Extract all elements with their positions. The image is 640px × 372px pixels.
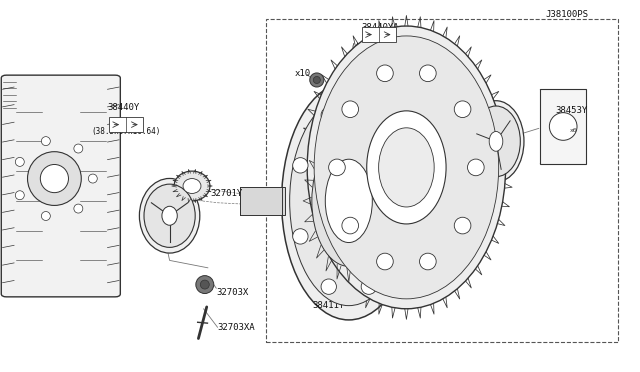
Bar xyxy=(540,89,586,164)
Ellipse shape xyxy=(310,73,324,87)
Ellipse shape xyxy=(292,229,308,244)
Ellipse shape xyxy=(379,128,434,207)
Ellipse shape xyxy=(40,164,68,193)
Ellipse shape xyxy=(88,174,97,183)
Ellipse shape xyxy=(74,204,83,213)
Ellipse shape xyxy=(489,131,503,151)
Ellipse shape xyxy=(472,106,520,177)
Text: 32701Y: 32701Y xyxy=(210,189,242,198)
Text: 32703XA: 32703XA xyxy=(218,323,255,332)
Ellipse shape xyxy=(196,276,214,294)
Ellipse shape xyxy=(307,26,506,309)
Ellipse shape xyxy=(321,279,337,294)
Ellipse shape xyxy=(15,191,24,200)
Ellipse shape xyxy=(390,229,405,244)
Text: x10: x10 xyxy=(294,69,310,78)
Ellipse shape xyxy=(42,137,51,145)
Bar xyxy=(240,187,285,215)
Ellipse shape xyxy=(321,108,337,123)
Ellipse shape xyxy=(376,65,393,81)
Ellipse shape xyxy=(140,179,200,253)
Text: (45x75x19.60): (45x75x19.60) xyxy=(350,43,410,52)
Ellipse shape xyxy=(420,253,436,270)
Ellipse shape xyxy=(183,179,201,193)
Ellipse shape xyxy=(454,217,471,234)
Ellipse shape xyxy=(162,206,177,225)
Ellipse shape xyxy=(361,108,376,123)
Ellipse shape xyxy=(200,280,209,289)
Text: 38453Y: 38453Y xyxy=(556,106,588,115)
Ellipse shape xyxy=(549,113,577,140)
FancyBboxPatch shape xyxy=(1,75,120,297)
Ellipse shape xyxy=(290,96,408,306)
Ellipse shape xyxy=(376,253,393,270)
Ellipse shape xyxy=(15,157,24,166)
Bar xyxy=(109,117,143,132)
Text: 32703X: 32703X xyxy=(216,288,248,297)
Ellipse shape xyxy=(282,82,416,320)
Ellipse shape xyxy=(314,77,321,83)
Text: J38100PS: J38100PS xyxy=(545,10,588,19)
Ellipse shape xyxy=(390,158,405,173)
Ellipse shape xyxy=(468,101,524,182)
Text: 38440YA: 38440YA xyxy=(362,23,399,32)
Ellipse shape xyxy=(312,135,386,266)
Ellipse shape xyxy=(325,159,372,243)
Ellipse shape xyxy=(174,171,210,201)
Text: 38411Y: 38411Y xyxy=(312,301,344,310)
Ellipse shape xyxy=(454,101,471,118)
Ellipse shape xyxy=(342,217,358,234)
Bar xyxy=(362,27,396,42)
Text: 38440Y: 38440Y xyxy=(108,103,140,112)
Ellipse shape xyxy=(314,36,499,299)
Ellipse shape xyxy=(367,111,446,224)
Ellipse shape xyxy=(342,101,358,118)
Ellipse shape xyxy=(28,152,81,205)
Ellipse shape xyxy=(42,212,51,221)
Ellipse shape xyxy=(468,159,484,176)
Ellipse shape xyxy=(144,184,195,247)
Ellipse shape xyxy=(74,144,83,153)
Ellipse shape xyxy=(329,159,346,176)
Bar xyxy=(266,19,618,342)
Text: x6: x6 xyxy=(570,128,577,133)
Ellipse shape xyxy=(420,65,436,81)
Ellipse shape xyxy=(292,158,308,173)
Ellipse shape xyxy=(361,279,376,294)
Text: (38.5x67x16.64): (38.5x67x16.64) xyxy=(91,127,160,136)
